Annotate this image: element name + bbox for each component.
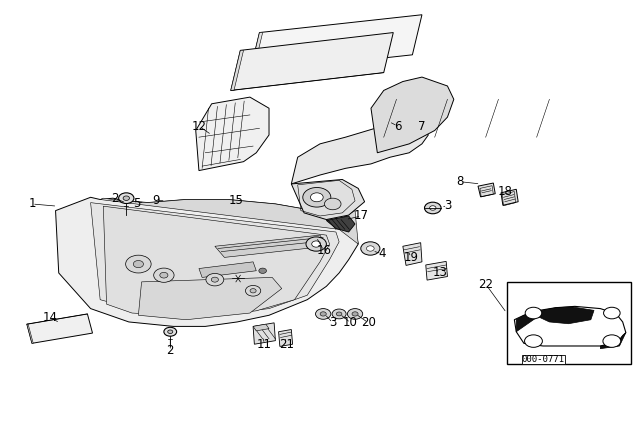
Circle shape <box>352 312 358 316</box>
Polygon shape <box>600 332 626 349</box>
Polygon shape <box>27 314 93 343</box>
Polygon shape <box>199 262 256 277</box>
Circle shape <box>316 309 331 319</box>
Circle shape <box>310 193 323 202</box>
Polygon shape <box>253 323 275 344</box>
Text: 12: 12 <box>191 120 207 133</box>
Circle shape <box>164 327 177 336</box>
Text: 5: 5 <box>133 197 141 210</box>
Text: 21: 21 <box>279 338 294 351</box>
Circle shape <box>336 312 342 316</box>
Circle shape <box>250 289 256 293</box>
Text: 4: 4 <box>378 247 385 260</box>
Circle shape <box>429 206 436 210</box>
Polygon shape <box>326 216 355 232</box>
Circle shape <box>246 285 260 296</box>
Polygon shape <box>478 183 495 197</box>
Text: 16: 16 <box>316 244 332 257</box>
Circle shape <box>604 307 620 319</box>
Circle shape <box>160 272 168 278</box>
Circle shape <box>332 309 346 319</box>
Circle shape <box>348 309 363 319</box>
Polygon shape <box>371 77 454 153</box>
Polygon shape <box>426 261 447 280</box>
Polygon shape <box>27 324 33 343</box>
Text: 8: 8 <box>456 175 464 188</box>
Circle shape <box>133 260 143 267</box>
Circle shape <box>118 193 134 203</box>
Text: 15: 15 <box>228 194 243 207</box>
Polygon shape <box>516 311 538 332</box>
Text: 3: 3 <box>444 199 451 212</box>
Polygon shape <box>91 202 339 313</box>
Text: 2: 2 <box>111 192 118 205</box>
Text: 17: 17 <box>354 210 369 223</box>
Polygon shape <box>250 33 262 73</box>
Bar <box>507 282 631 364</box>
Circle shape <box>312 241 321 247</box>
Polygon shape <box>215 235 326 258</box>
Text: 6: 6 <box>394 120 401 133</box>
Text: 2: 2 <box>166 345 174 358</box>
Circle shape <box>324 198 341 210</box>
Polygon shape <box>291 121 428 184</box>
Polygon shape <box>515 306 626 346</box>
Polygon shape <box>138 277 282 320</box>
Polygon shape <box>403 243 422 265</box>
Text: 19: 19 <box>404 251 419 264</box>
Circle shape <box>603 335 621 347</box>
Text: 13: 13 <box>433 267 447 280</box>
Text: 20: 20 <box>361 316 376 329</box>
Polygon shape <box>501 189 518 205</box>
Polygon shape <box>231 33 394 90</box>
Circle shape <box>259 268 266 273</box>
Polygon shape <box>103 206 330 315</box>
Text: 3: 3 <box>329 316 337 329</box>
Polygon shape <box>250 15 422 73</box>
Polygon shape <box>100 198 358 244</box>
Text: 000-0771: 000-0771 <box>522 355 564 364</box>
Polygon shape <box>231 50 244 90</box>
Circle shape <box>320 312 326 316</box>
Text: 18: 18 <box>497 185 512 198</box>
Polygon shape <box>253 324 269 331</box>
Polygon shape <box>56 197 358 327</box>
Text: 22: 22 <box>478 278 493 291</box>
Text: 1: 1 <box>28 198 36 211</box>
Polygon shape <box>196 97 269 171</box>
Circle shape <box>424 202 441 214</box>
Circle shape <box>306 237 326 251</box>
Text: 14: 14 <box>42 311 58 324</box>
Circle shape <box>154 268 174 282</box>
Circle shape <box>361 242 380 255</box>
Circle shape <box>168 330 173 333</box>
Circle shape <box>367 246 374 251</box>
Circle shape <box>525 335 542 347</box>
Circle shape <box>303 188 331 207</box>
Polygon shape <box>291 180 365 220</box>
Circle shape <box>125 255 151 273</box>
Text: 7: 7 <box>418 120 426 133</box>
Circle shape <box>206 273 224 286</box>
Text: 11: 11 <box>257 338 272 351</box>
Text: 10: 10 <box>343 316 358 329</box>
Polygon shape <box>278 330 292 346</box>
Circle shape <box>123 196 129 200</box>
Circle shape <box>211 277 218 282</box>
Text: 9: 9 <box>152 194 160 207</box>
Circle shape <box>525 307 541 319</box>
Polygon shape <box>538 307 594 324</box>
